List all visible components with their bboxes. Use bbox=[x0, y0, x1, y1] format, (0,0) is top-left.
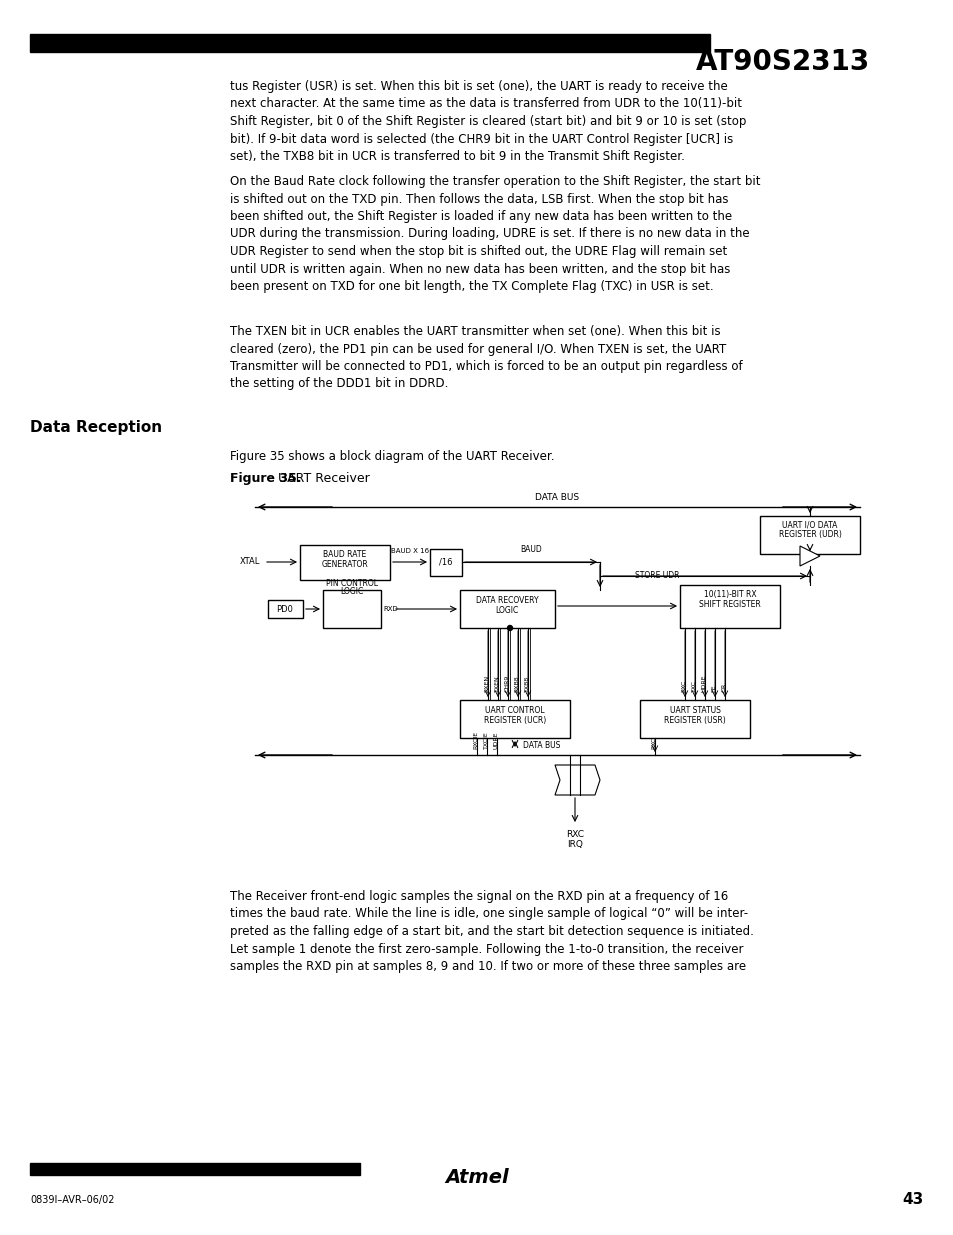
Text: SHIFT REGISTER: SHIFT REGISTER bbox=[699, 600, 760, 609]
Text: TXC: TXC bbox=[691, 680, 696, 692]
Text: RXD: RXD bbox=[382, 606, 397, 613]
Text: LOGIC: LOGIC bbox=[340, 587, 363, 597]
Polygon shape bbox=[555, 764, 599, 795]
Text: Atmel: Atmel bbox=[445, 1168, 508, 1187]
Text: REGISTER (USR): REGISTER (USR) bbox=[663, 716, 725, 725]
Text: STORE UDR: STORE UDR bbox=[635, 571, 679, 580]
Text: DATA BUS: DATA BUS bbox=[535, 493, 578, 501]
Text: RXC: RXC bbox=[680, 679, 686, 692]
Text: TXB8: TXB8 bbox=[524, 676, 529, 692]
Text: UART I/O DATA: UART I/O DATA bbox=[781, 520, 837, 529]
Bar bbox=[268, 600, 303, 618]
Text: tus Register (USR) is set. When this bit is set (one), the UART is ready to rece: tus Register (USR) is set. When this bit… bbox=[230, 80, 745, 163]
Text: BAUD RATE: BAUD RATE bbox=[323, 550, 366, 559]
Text: RXC: RXC bbox=[651, 736, 656, 748]
Text: Data Reception: Data Reception bbox=[30, 420, 162, 435]
Bar bbox=[639, 700, 749, 739]
Text: RXEN: RXEN bbox=[484, 674, 489, 692]
Text: 0839I–AVR–06/02: 0839I–AVR–06/02 bbox=[30, 1195, 114, 1205]
Text: BAUD X 16: BAUD X 16 bbox=[391, 548, 429, 555]
Text: Figure 35 shows a block diagram of the UART Receiver.: Figure 35 shows a block diagram of the U… bbox=[230, 450, 554, 463]
Text: TXEN: TXEN bbox=[494, 676, 499, 692]
Bar bbox=[760, 516, 859, 555]
Text: REGISTER (UCR): REGISTER (UCR) bbox=[483, 716, 545, 725]
Text: 10(11)-BIT RX: 10(11)-BIT RX bbox=[703, 590, 756, 599]
Text: 43: 43 bbox=[902, 1192, 923, 1207]
Text: UDRE: UDRE bbox=[493, 731, 498, 748]
Text: /16: /16 bbox=[438, 557, 453, 567]
Text: UART CONTROL: UART CONTROL bbox=[485, 706, 544, 715]
Text: FE: FE bbox=[711, 684, 716, 692]
Text: DATA RECOVERY: DATA RECOVERY bbox=[476, 597, 537, 605]
Bar bbox=[430, 550, 461, 576]
Text: UART Receiver: UART Receiver bbox=[277, 472, 370, 485]
Text: CHR9: CHR9 bbox=[504, 674, 509, 692]
Text: IRQ: IRQ bbox=[566, 840, 582, 848]
Bar bbox=[459, 590, 555, 629]
Text: BAUD: BAUD bbox=[519, 545, 541, 555]
Bar bbox=[299, 545, 390, 580]
Text: The Receiver front-end logic samples the signal on the RXD pin at a frequency of: The Receiver front-end logic samples the… bbox=[230, 890, 753, 973]
Text: PIN CONTROL: PIN CONTROL bbox=[326, 579, 377, 588]
Bar bbox=[323, 590, 380, 629]
Text: RXCIE: RXCIE bbox=[473, 731, 478, 748]
Text: AT90S2313: AT90S2313 bbox=[695, 48, 869, 77]
Text: DATA BUS: DATA BUS bbox=[522, 741, 559, 751]
Text: On the Baud Rate clock following the transfer operation to the Shift Register, t: On the Baud Rate clock following the tra… bbox=[230, 175, 760, 293]
Text: UDRE: UDRE bbox=[700, 674, 706, 692]
Bar bbox=[30, 35, 709, 52]
Bar bbox=[679, 585, 780, 629]
Text: GENERATOR: GENERATOR bbox=[321, 559, 368, 569]
Text: OR: OR bbox=[720, 683, 726, 692]
Text: RXC: RXC bbox=[565, 830, 583, 839]
Text: UART STATUS: UART STATUS bbox=[669, 706, 720, 715]
Bar bbox=[459, 700, 569, 739]
Bar bbox=[30, 1163, 359, 1174]
Text: REGISTER (UDR): REGISTER (UDR) bbox=[778, 530, 841, 538]
Text: RXB8: RXB8 bbox=[514, 676, 519, 692]
Circle shape bbox=[507, 625, 512, 631]
Text: XTAL: XTAL bbox=[239, 557, 260, 567]
Text: LOGIC: LOGIC bbox=[495, 606, 518, 615]
Text: Figure 35.: Figure 35. bbox=[230, 472, 301, 485]
Text: PD0: PD0 bbox=[276, 604, 294, 614]
Text: TXCIE: TXCIE bbox=[483, 731, 488, 748]
Text: The TXEN bit in UCR enables the UART transmitter when set (one). When this bit i: The TXEN bit in UCR enables the UART tra… bbox=[230, 325, 741, 390]
Polygon shape bbox=[800, 546, 820, 566]
